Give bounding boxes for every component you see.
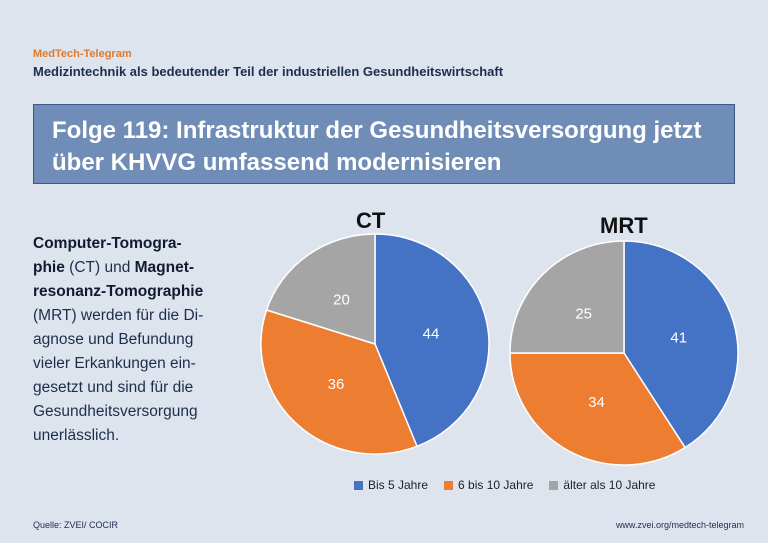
legend-item-6-10: 6 bis 10 Jahre	[444, 478, 533, 492]
legend-label-aelter-10: älter als 10 Jahre	[563, 478, 656, 492]
legend-label-bis-5: Bis 5 Jahre	[368, 478, 429, 492]
ct-slice-label-0: 44	[423, 326, 440, 343]
legend-swatch-blue	[354, 480, 363, 490]
intro-text-8: Gesundheitsversorgung	[33, 403, 198, 420]
title-text-1: Infrastruktur der Gesundheitsversorgung …	[176, 117, 702, 144]
footer-url[interactable]: www.zvei.org/medtech-telegram	[615, 520, 744, 530]
intro-bold-2: phie	[33, 259, 65, 276]
mrt-slice-1	[509, 352, 687, 466]
title-line-2: über KHVVG umfassend modernisieren	[52, 149, 502, 176]
source-note: Quelle: ZVEI/ COCIR	[33, 520, 119, 530]
mrt-slice-label-2: 25	[575, 305, 592, 322]
mrt-slice-2	[509, 240, 625, 354]
ct-pie-chart: 44 36 20	[260, 233, 490, 455]
ct-slice-label-1: 36	[328, 376, 345, 393]
legend-swatch-orange	[444, 480, 454, 490]
legend-swatch-gray	[549, 480, 559, 490]
intro-text-6: vieler Erkankungen ein-	[33, 355, 196, 372]
brand-label: MedTech-Telegram	[33, 48, 132, 60]
intro-text-2: (CT) und	[64, 259, 135, 276]
ct-slice-0	[374, 233, 490, 448]
legend-label-6-10: 6 bis 10 Jahre	[458, 478, 534, 492]
intro-text-9: unerlässlich.	[33, 427, 120, 444]
intro-text: Computer-Tomogra- phie (CT) und Magnet- …	[33, 232, 233, 448]
intro-bold-3: Magnet-	[134, 259, 195, 276]
intro-bold-1: Computer-Tomogra-	[33, 235, 182, 252]
mrt-chart-title: MRT	[600, 213, 648, 238]
ct-slice-label-2: 20	[333, 292, 350, 309]
page-subtitle: Medizintechnik als bedeutender Teil der …	[33, 64, 504, 79]
intro-text-5: agnose und Befundung	[33, 331, 194, 348]
mrt-slice-label-1: 34	[588, 394, 605, 411]
ct-slice-2	[265, 233, 376, 346]
intro-bold-4: resonanz-Tomographie	[33, 283, 204, 300]
ct-slice-1	[260, 309, 418, 455]
intro-text-7: gesetzt und sind für die	[33, 379, 194, 396]
mrt-slice-label-0: 41	[670, 329, 687, 346]
title-line-1: Folge 119: Infrastruktur der Gesundheits…	[52, 115, 734, 147]
episode-label: Folge 119:	[52, 117, 170, 144]
title-box: Folge 119: Infrastruktur der Gesundheits…	[33, 104, 735, 184]
chart-legend: Bis 5 Jahre 6 bis 10 Jahre älter als 10 …	[354, 478, 655, 492]
mrt-pie-chart: 41 34 25	[509, 240, 739, 466]
intro-text-4: (MRT) werden für die Di-	[33, 307, 204, 324]
legend-item-aelter-10: älter als 10 Jahre	[549, 478, 655, 492]
ct-chart-title: CT	[356, 208, 386, 233]
legend-item-bis-5: Bis 5 Jahre	[354, 478, 428, 492]
